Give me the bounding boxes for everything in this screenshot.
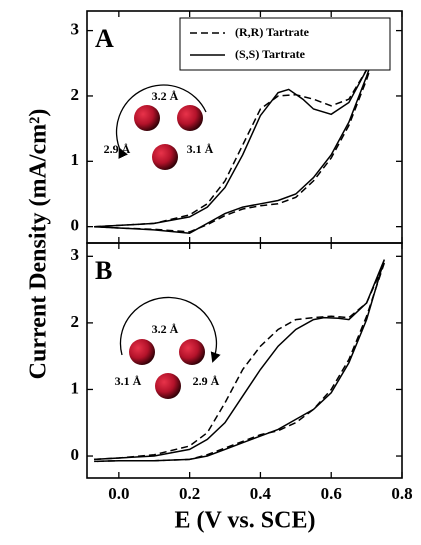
x-tick-label: 0.0 bbox=[108, 484, 129, 503]
x-axis-label: E (V vs. SCE) bbox=[175, 508, 316, 534]
annotation: 3.2 Å bbox=[152, 89, 179, 103]
legend-label: (S,S) Tartrate bbox=[235, 47, 306, 61]
cv-curve bbox=[94, 259, 386, 463]
atom bbox=[129, 339, 155, 365]
panel-label: A bbox=[95, 24, 114, 53]
atom bbox=[134, 105, 160, 131]
atom bbox=[155, 373, 181, 399]
y-tick-label: 1 bbox=[71, 150, 80, 169]
y-tick-label: 1 bbox=[71, 378, 80, 397]
y-tick-label: 2 bbox=[71, 312, 80, 331]
annotation: 3.1 Å bbox=[187, 142, 214, 156]
y-axis-label: Current Density (mA/cm²) bbox=[26, 109, 52, 380]
annotation: 3.1 Å bbox=[115, 374, 142, 388]
cv-curve bbox=[94, 262, 386, 463]
legend-label: (R,R) Tartrate bbox=[235, 25, 310, 39]
plot-frame bbox=[86, 242, 403, 479]
y-tick-label: 0 bbox=[71, 445, 80, 464]
y-tick-label: 2 bbox=[71, 85, 80, 104]
x-tick-label: 0.2 bbox=[179, 484, 200, 503]
panel-label: B bbox=[95, 256, 112, 285]
x-tick-label: 0.8 bbox=[391, 484, 412, 503]
atom bbox=[177, 105, 203, 131]
x-tick-label: 0.4 bbox=[250, 484, 272, 503]
arrow bbox=[119, 296, 221, 363]
inset-a bbox=[115, 84, 207, 170]
y-tick-label: 0 bbox=[71, 216, 80, 235]
arrow bbox=[115, 84, 207, 159]
y-tick-label: 3 bbox=[71, 20, 80, 39]
inset-b bbox=[119, 296, 221, 399]
y-tick-label: 3 bbox=[71, 245, 80, 264]
atom bbox=[179, 339, 205, 365]
annotation: 2.9 Å bbox=[104, 142, 131, 156]
x-tick-label: 0.6 bbox=[321, 484, 342, 503]
atom bbox=[152, 144, 178, 170]
legend-box bbox=[179, 17, 391, 71]
annotation: 3.2 Å bbox=[152, 322, 179, 336]
annotation: 2.9 Å bbox=[193, 374, 220, 388]
